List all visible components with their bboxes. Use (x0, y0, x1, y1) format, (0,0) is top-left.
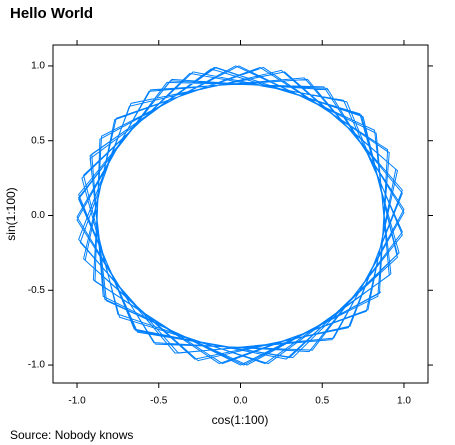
y-tick-label: 0.0 (31, 210, 45, 221)
chart-title: Hello World (10, 5, 93, 22)
y-tick-label: 0.5 (31, 135, 45, 146)
x-tick-label: 1.0 (397, 396, 411, 407)
y-tick-label: -1.0 (28, 360, 46, 371)
data-line (76, 65, 405, 366)
x-axis-title: cos(1:100) (212, 413, 269, 427)
plot-frame (52, 44, 429, 384)
x-tick-label: 0.5 (315, 396, 329, 407)
y-tick-label: -0.5 (28, 285, 46, 296)
x-tick-label: -0.5 (150, 396, 168, 407)
x-tick-label: -1.0 (68, 396, 86, 407)
x-tick-label: 0.0 (234, 396, 248, 407)
y-axis-title: sin(1:100) (4, 187, 18, 240)
caption: Source: Nobody knows (10, 428, 133, 442)
y-tick-label: 1.0 (31, 61, 45, 72)
